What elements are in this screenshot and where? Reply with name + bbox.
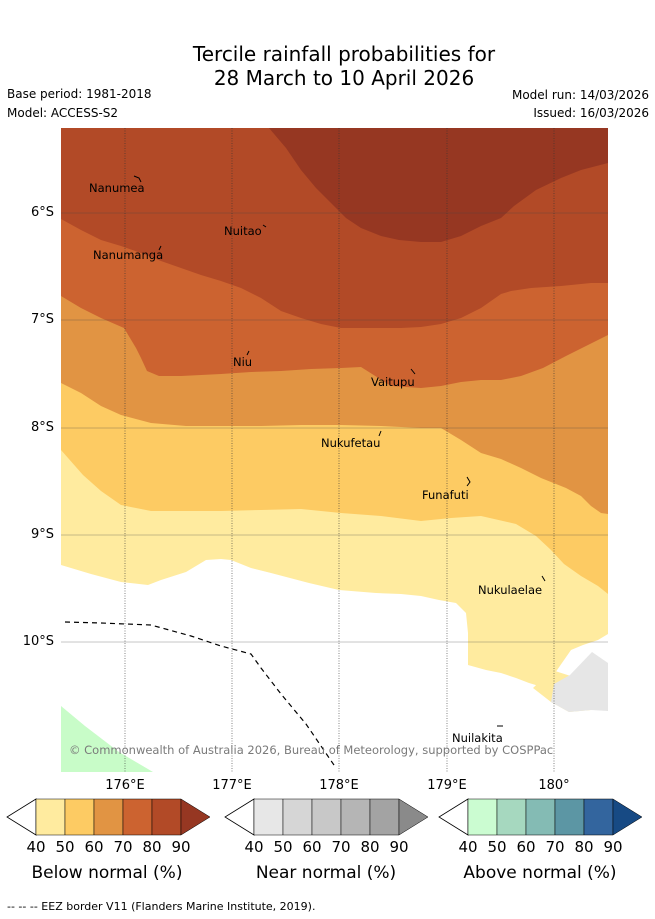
island-label-nukufetau: Nukufetau xyxy=(321,436,381,450)
lon-label-179e: 179°E xyxy=(427,778,467,793)
colorbar-tick-label: 50 xyxy=(55,838,75,856)
colorbar-tick-label: 90 xyxy=(389,838,409,856)
island-label-nukulaelae: Nukulaelae xyxy=(478,583,543,597)
eez-footer-note: -- -- -- EEZ border V11 (Flanders Marine… xyxy=(7,900,316,913)
colorbar-swatch xyxy=(612,798,643,836)
lat-label-8s: 8°S xyxy=(30,420,54,435)
model-name: Model: ACCESS-S2 xyxy=(7,106,119,120)
colorbar-swatch xyxy=(311,798,342,836)
colorbar-tick-label: 40 xyxy=(244,838,264,856)
colorbar-tick-label: 40 xyxy=(458,838,478,856)
lat-label-6s: 6°S xyxy=(30,205,54,220)
colorbar-swatch xyxy=(525,798,556,836)
island-label-nuitao: Nuitao xyxy=(224,224,262,238)
colorbar-swatch xyxy=(93,798,124,836)
island-label-nanumanga: Nanumanga xyxy=(93,248,164,262)
issued-date: Issued: 16/03/2026 xyxy=(533,106,649,120)
colorbar-low-arrow xyxy=(224,798,255,836)
island-label-nanumea: Nanumea xyxy=(89,181,145,195)
base-period: Base period: 1981-2018 xyxy=(7,87,152,101)
lat-label-10s: 10°S xyxy=(22,634,54,649)
island-label-nuilakita: Nuilakita xyxy=(452,731,503,745)
colorbar-near-normal xyxy=(224,798,429,836)
colorbar-tick-label: 70 xyxy=(113,838,133,856)
colorbar-title-above: Above normal (%) xyxy=(463,863,617,883)
lon-label-177e: 177°E xyxy=(212,778,252,793)
colorbar-tick-label: 60 xyxy=(516,838,536,856)
colorbar-swatch xyxy=(467,798,498,836)
colorbar-tick-label: 70 xyxy=(331,838,351,856)
title-line-1: Tercile rainfall probabilities for xyxy=(192,42,496,66)
copyright-notice: © Commonwealth of Australia 2026, Bureau… xyxy=(69,743,554,757)
colorbar-tick-label: 50 xyxy=(487,838,507,856)
colorbar-tick-label: 60 xyxy=(84,838,104,856)
model-run: Model run: 14/03/2026 xyxy=(511,88,649,102)
colorbar-swatch xyxy=(398,798,429,836)
colorbar-swatch xyxy=(583,798,614,836)
colorbar-low-arrow xyxy=(438,798,469,836)
colorbar-swatch xyxy=(35,798,66,836)
colorbar-swatch xyxy=(369,798,400,836)
colorbar-swatch xyxy=(151,798,182,836)
colorbars xyxy=(6,798,643,836)
island-markers xyxy=(133,175,546,727)
colorbar-tick-label: 80 xyxy=(142,838,162,856)
colorbar-swatch xyxy=(122,798,153,836)
island-label-funafuti: Funafuti xyxy=(422,488,469,502)
lon-label-180: 180° xyxy=(538,778,570,793)
colorbar-tick-label: 80 xyxy=(360,838,380,856)
near-normal-40-region xyxy=(551,652,608,712)
colorbar-swatch xyxy=(554,798,585,836)
lon-label-176e: 176°E xyxy=(105,778,145,793)
colorbar-below-normal xyxy=(6,798,211,836)
colorbar-title-below: Below normal (%) xyxy=(31,863,183,883)
probability-map xyxy=(61,128,608,772)
colorbar-tick-label: 90 xyxy=(171,838,191,856)
eez-border xyxy=(64,621,337,769)
colorbar-swatch xyxy=(282,798,313,836)
colorbar-above-normal xyxy=(438,798,643,836)
colorbar-swatch xyxy=(64,798,95,836)
colorbar-tick-label: 90 xyxy=(603,838,623,856)
colorbar-tick-label: 40 xyxy=(26,838,46,856)
lat-label-9s: 9°S xyxy=(30,527,54,542)
colorbar-tick-label: 60 xyxy=(302,838,322,856)
colorbar-low-arrow xyxy=(6,798,37,836)
colorbar-swatch xyxy=(253,798,284,836)
colorbar-swatch xyxy=(496,798,527,836)
title-line-2: 28 March to 10 April 2026 xyxy=(213,66,475,90)
colorbar-swatch xyxy=(180,798,211,836)
island-label-vaitupu: Vaitupu xyxy=(371,375,415,389)
latitude-gridlines xyxy=(61,212,608,643)
colorbar-tick-label: 80 xyxy=(574,838,594,856)
above-normal-40-region xyxy=(61,706,153,772)
lon-label-178e: 178°E xyxy=(319,778,359,793)
colorbar-tick-label: 70 xyxy=(545,838,565,856)
lat-label-7s: 7°S xyxy=(30,312,54,327)
colorbar-swatch xyxy=(340,798,371,836)
colorbar-title-near: Near normal (%) xyxy=(255,863,397,883)
colorbar-tick-label: 50 xyxy=(273,838,293,856)
island-label-niu: Niu xyxy=(233,355,253,369)
below-normal-90-region xyxy=(269,128,608,242)
